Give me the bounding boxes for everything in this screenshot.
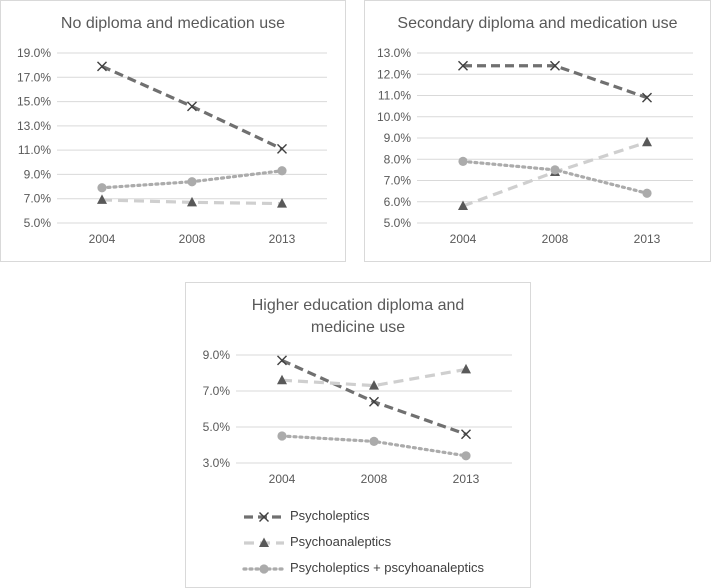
legend-label: Psycholeptics (290, 508, 370, 523)
y-tick-label: 15.0% (17, 95, 51, 109)
y-tick-label: 9.0% (384, 131, 412, 145)
chart-title: Secondary diploma and medication use (397, 15, 678, 32)
legend-label: Psychoanaleptics (290, 534, 392, 549)
chart-title: No diploma and medication use (60, 15, 286, 32)
legend-item-psychoanaleptics: Psychoanaleptics (242, 533, 502, 553)
data-point (277, 355, 287, 366)
chart-plot: 3.0% 5.0% 7.0% 9.0% 2004 2008 2013 (203, 348, 512, 486)
chart-panel-higher-education: Higher education diploma and medicine us… (185, 282, 531, 588)
data-point (277, 374, 287, 385)
y-tick-label: 5.0% (24, 216, 52, 230)
data-point (277, 143, 287, 154)
y-tick-label: 5.0% (203, 420, 231, 434)
data-point (187, 101, 197, 112)
y-tick-label: 12.0% (377, 67, 411, 81)
chart-panel-secondary-diploma: Secondary diploma and medication use 5.0… (364, 0, 711, 262)
y-tick-label: 6.0% (384, 195, 412, 209)
y-tick-label: 7.0% (24, 192, 52, 206)
x-tick-label: 2008 (542, 232, 569, 246)
data-point (550, 165, 560, 175)
legend-swatch (244, 512, 284, 522)
legend-item-combined: Psycholeptics + pscyhoanaleptics (242, 559, 502, 579)
data-point (97, 61, 107, 72)
y-tick-label: 11.0% (378, 89, 411, 103)
x-tick-label: 2004 (450, 232, 477, 246)
series-circle (277, 431, 471, 461)
data-point (187, 177, 197, 187)
y-tick-label: 5.0% (384, 216, 412, 230)
series-line (101, 64, 283, 151)
legend-item-psycholeptics: Psycholeptics (242, 507, 502, 527)
legend-label: Psycholeptics + pscyhoanaleptics (290, 560, 485, 575)
data-point (277, 198, 287, 208)
x-tick-label: 2004 (269, 472, 296, 486)
y-tick-label: 9.0% (203, 348, 231, 362)
x-tick-label: 2013 (634, 232, 661, 246)
data-point (277, 431, 287, 441)
series-line (281, 358, 467, 436)
chart-title: Higher education diploma and medicine us… (251, 297, 465, 336)
data-point (97, 183, 107, 193)
series-x (277, 355, 471, 440)
x-tick-label: 2008 (361, 472, 388, 486)
legend-marker (259, 512, 269, 522)
data-point (461, 363, 471, 374)
chart-panel-no-diploma: No diploma and medication use 5.0% 7.0% 9.… (0, 0, 346, 262)
series-line (463, 64, 648, 100)
y-tick-label: 17.0% (17, 70, 51, 84)
data-point (369, 436, 379, 446)
data-point (369, 396, 379, 407)
legend-marker (259, 537, 269, 547)
series-circle (458, 156, 652, 198)
data-point (187, 196, 197, 207)
legend-swatch (244, 537, 284, 547)
y-tick-label: 7.0% (203, 384, 231, 398)
x-tick-label: 2013 (453, 472, 480, 486)
series-tri (97, 194, 287, 208)
series-tri (277, 363, 471, 390)
y-tick-label: 13.0% (17, 119, 51, 133)
data-point (369, 380, 379, 390)
x-tick-label: 2013 (269, 232, 296, 246)
y-tick-label: 3.0% (203, 456, 231, 470)
data-point (458, 156, 468, 166)
y-tick-label: 9.0% (24, 167, 52, 181)
data-point (277, 166, 287, 176)
y-tick-label: 10.0% (377, 110, 411, 124)
y-tick-label: 7.0% (384, 174, 412, 188)
x-tick-label: 2004 (89, 232, 116, 246)
data-point (458, 200, 468, 210)
series-x (458, 60, 652, 103)
legend-swatch (242, 564, 286, 574)
data-point (642, 136, 652, 147)
data-point (461, 451, 471, 461)
chart-legend: Psycholeptics Psychoanaleptics Psycholep… (242, 503, 522, 587)
series-line (101, 198, 283, 206)
y-tick-label: 11.0% (18, 143, 51, 157)
chart-plot: 5.0% 7.0% 9.0% 11.0% 13.0% 15.0% 17.0% 19.0% 200… (17, 46, 327, 246)
data-point (97, 194, 107, 204)
chart-plot: 5.0% 6.0% 7.0% 8.0% 9.0% 10.0% 11.0% 12.0% 13.0%… (377, 46, 693, 246)
legend-marker (259, 564, 269, 574)
data-point (458, 60, 468, 71)
data-point (642, 188, 652, 198)
x-tick-label: 2008 (179, 232, 206, 246)
y-tick-label: 8.0% (384, 152, 412, 166)
data-point (642, 92, 652, 103)
series-x (97, 61, 287, 154)
y-tick-label: 19.0% (17, 46, 51, 60)
data-point (461, 429, 471, 440)
y-tick-label: 13.0% (377, 46, 411, 60)
data-point (550, 60, 560, 71)
series-circle (97, 166, 287, 193)
